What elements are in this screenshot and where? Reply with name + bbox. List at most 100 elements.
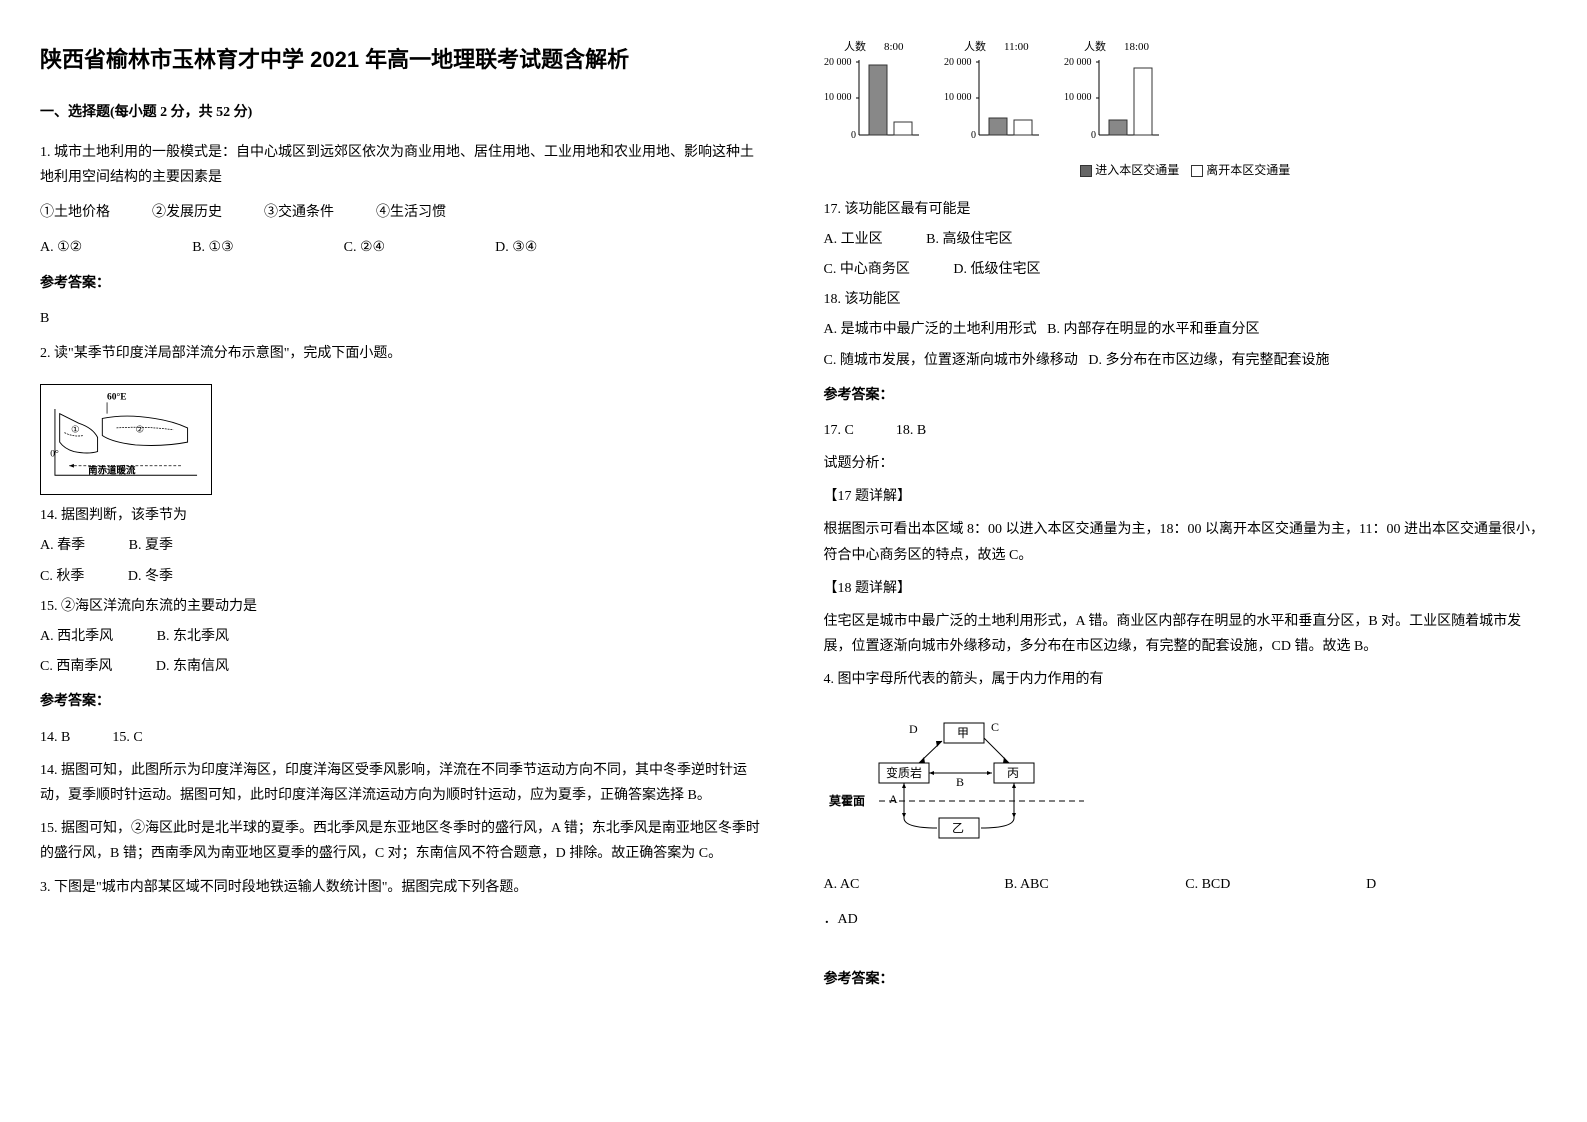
q1-choices: ①土地价格 ②发展历史 ③交通条件 ④生活习惯 <box>40 200 764 225</box>
chart-18pm: 人数 18:00 20 000 10 000 0 <box>1064 40 1164 150</box>
chart1-ylabel: 人数 <box>844 40 866 53</box>
q15-opt-d: D. 东南信风 <box>156 659 229 674</box>
section-header: 一、选择题(每小题 2 分，共 52 分) <box>40 100 764 125</box>
diagram-jia: 甲 <box>957 726 969 740</box>
q2-text: 2. 读"某季节印度洋局部洋流分布示意图"，完成下面小题。 <box>40 341 764 366</box>
analysis-label: 试题分析： <box>824 451 1548 476</box>
chart1-ymid: 10 000 <box>824 92 852 103</box>
q17-opt-b: B. 高级住宅区 <box>926 232 1012 247</box>
q14-opt-d: D. 冬季 <box>128 569 173 584</box>
q17-opt-d: D. 低级住宅区 <box>953 262 1040 277</box>
q15-opts-row2: C. 西南季风 D. 东南信风 <box>40 654 764 679</box>
q4-answer-label: 参考答案： <box>824 967 1548 992</box>
q1-answer-label: 参考答案： <box>40 271 764 296</box>
diagram-c-label: C <box>991 720 999 734</box>
q1-text: 1. 城市土地利用的一般模式是：自中心城区到远郊区依次为商业用地、居住用地、工业… <box>40 140 764 190</box>
q17-opt-c: C. 中心商务区 <box>824 262 910 277</box>
q1-opt-c: C. ②④ <box>344 235 385 260</box>
q17-opt-a: A. 工业区 <box>824 232 883 247</box>
chart3-ymid: 10 000 <box>1064 92 1092 103</box>
diagram-yi: 乙 <box>952 821 964 835</box>
q4-opt-d-part1: D <box>1366 872 1547 897</box>
diagram-warm-label: 南赤道暖流 <box>88 464 136 476</box>
chart-11am: 人数 11:00 20 000 10 000 0 <box>944 40 1044 150</box>
q4-geo-diagram: 甲 D C 变质岩 丙 B 莫霍面 <box>824 713 1104 853</box>
q14-opt-b: B. 夏季 <box>129 538 173 553</box>
q15-opt-b: B. 东北季风 <box>157 629 229 644</box>
chart2-ymid: 10 000 <box>944 92 972 103</box>
chart1-ymax: 20 000 <box>824 57 852 68</box>
chart2-zero: 0 <box>971 130 976 141</box>
chart2-ymax: 20 000 <box>944 57 972 68</box>
legend-leave: 离开本区交通量 <box>1206 163 1290 177</box>
chart1-zero: 0 <box>851 130 856 141</box>
diagram-label-0: 0° <box>50 448 59 459</box>
chart-8am: 人数 8:00 20 000 10 000 0 <box>824 40 924 150</box>
diagram-d-label: D <box>909 722 918 736</box>
q17-explanation: 根据图示可看出本区域 8：00 以进入本区交通量为主，18：00 以离开本区交通… <box>824 517 1548 567</box>
legend-enter: 进入本区交通量 <box>1095 163 1179 177</box>
chart3-time: 18:00 <box>1124 41 1150 53</box>
q18-opt-a: A. 是城市中最广泛的土地利用形式 <box>824 322 1037 337</box>
q1-options: A. ①② B. ①③ C. ②④ D. ③④ <box>40 235 764 260</box>
q1-answer: B <box>40 306 764 331</box>
diagram-bian: 变质岩 <box>886 765 922 780</box>
q2-ocean-diagram: 60°E ① ② 0° 南赤道暖流 <box>40 384 212 495</box>
chart3-ylabel: 人数 <box>1084 40 1106 53</box>
q3-answer-label: 参考答案： <box>824 383 1548 408</box>
legend-box-enter <box>1080 165 1092 177</box>
q18-exp-label: 【18 题详解】 <box>824 576 1548 601</box>
q15-text: 15. ②海区洋流向东流的主要动力是 <box>40 594 764 619</box>
q17-opts-row1: A. 工业区 B. 高级住宅区 <box>824 227 1548 252</box>
q18-text: 18. 该功能区 <box>824 287 1548 312</box>
q17-exp-label: 【17 题详解】 <box>824 484 1548 509</box>
q2-answer-label: 参考答案： <box>40 689 764 714</box>
q17-opts-row2: C. 中心商务区 D. 低级住宅区 <box>824 257 1548 282</box>
q14-text: 14. 据图判断，该季节为 <box>40 503 764 528</box>
q14-opts-row2: C. 秋季 D. 冬季 <box>40 564 764 589</box>
q18-explanation: 住宅区是城市中最广泛的土地利用形式，A 错。商业区内部存在明显的水平和垂直分区，… <box>824 609 1548 659</box>
q15-opt-c: C. 西南季风 <box>40 659 112 674</box>
q4-options: A. AC B. ABC C. BCD D <box>824 872 1548 897</box>
legend-box-leave <box>1191 165 1203 177</box>
diagram-label-2: ② <box>135 426 144 436</box>
q4-opt-d-part2: ．AD <box>824 907 1548 932</box>
chart-legend: 进入本区交通量 离开本区交通量 <box>824 160 1548 182</box>
page-title: 陕西省榆林市玉林育才中学 2021 年高一地理联考试题含解析 <box>40 40 764 80</box>
chart3-zero: 0 <box>1091 130 1096 141</box>
chart2-time: 11:00 <box>1004 41 1029 53</box>
q2-answers: 14. B 15. C <box>40 725 764 750</box>
q4-text: 4. 图中字母所代表的箭头，属于内力作用的有 <box>824 667 1548 692</box>
diagram-label-1: ① <box>71 426 80 436</box>
q15-opts-row1: A. 西北季风 B. 东北季风 <box>40 624 764 649</box>
q3-answers: 17. C 18. B <box>824 418 1548 443</box>
q17-text: 17. 该功能区最有可能是 <box>824 197 1548 222</box>
chart1-time: 8:00 <box>884 41 904 53</box>
q1-opt-b: B. ①③ <box>192 235 233 260</box>
q1-opt-a: A. ①② <box>40 235 82 260</box>
q1-opt-d: D. ③④ <box>495 235 537 260</box>
q18-opt-d: D. 多分布在市区边缘，有完整配套设施 <box>1088 353 1329 368</box>
q4-opt-c: C. BCD <box>1185 872 1366 897</box>
diagram-moho: 莫霍面 <box>829 793 865 808</box>
chart2-ylabel: 人数 <box>964 40 986 53</box>
diagram-60e-label: 60°E <box>107 392 127 403</box>
q18-opts-cd: C. 随城市发展，位置逐渐向城市外缘移动 D. 多分布在市区边缘，有完整配套设施 <box>824 348 1548 373</box>
diagram-bing: 丙 <box>1007 766 1019 780</box>
q4-opt-b: B. ABC <box>1004 872 1185 897</box>
q18-opt-c: C. 随城市发展，位置逐渐向城市外缘移动 <box>824 353 1078 368</box>
q15-explanation: 15. 据图可知，②海区此时是北半球的夏季。西北季风是东亚地区冬季时的盛行风，A… <box>40 816 764 866</box>
q14-explanation: 14. 据图可知，此图所示为印度洋海区，印度洋海区受季风影响，洋流在不同季节运动… <box>40 758 764 808</box>
chart3-ymax: 20 000 <box>1064 57 1092 68</box>
q14-opt-c: C. 秋季 <box>40 569 84 584</box>
q18-opts-ab: A. 是城市中最广泛的土地利用形式 B. 内部存在明显的水平和垂直分区 <box>824 317 1548 342</box>
q14-opts-row1: A. 春季 B. 夏季 <box>40 533 764 558</box>
q18-opt-b: B. 内部存在明显的水平和垂直分区 <box>1047 322 1259 337</box>
q4-opt-a: A. AC <box>824 872 1005 897</box>
q15-opt-a: A. 西北季风 <box>40 629 113 644</box>
diagram-b-label: B <box>956 775 964 789</box>
diagram-a-label: A <box>889 792 898 806</box>
q14-opt-a: A. 春季 <box>40 538 85 553</box>
q3-bar-charts: 人数 8:00 20 000 10 000 0 人数 11:00 <box>824 40 1548 150</box>
q3-text: 3. 下图是"城市内部某区域不同时段地铁运输人数统计图"。据图完成下列各题。 <box>40 875 764 900</box>
